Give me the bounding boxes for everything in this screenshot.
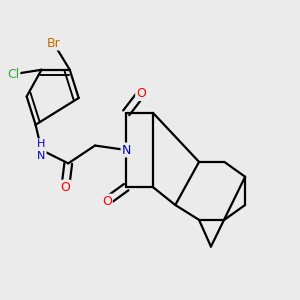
Text: N: N xyxy=(122,143,131,157)
Text: O: O xyxy=(102,195,112,208)
Text: O: O xyxy=(136,87,146,100)
Text: Br: Br xyxy=(46,37,60,50)
Text: H
N: H N xyxy=(37,139,46,161)
Text: Cl: Cl xyxy=(7,68,20,81)
Text: O: O xyxy=(60,181,70,194)
